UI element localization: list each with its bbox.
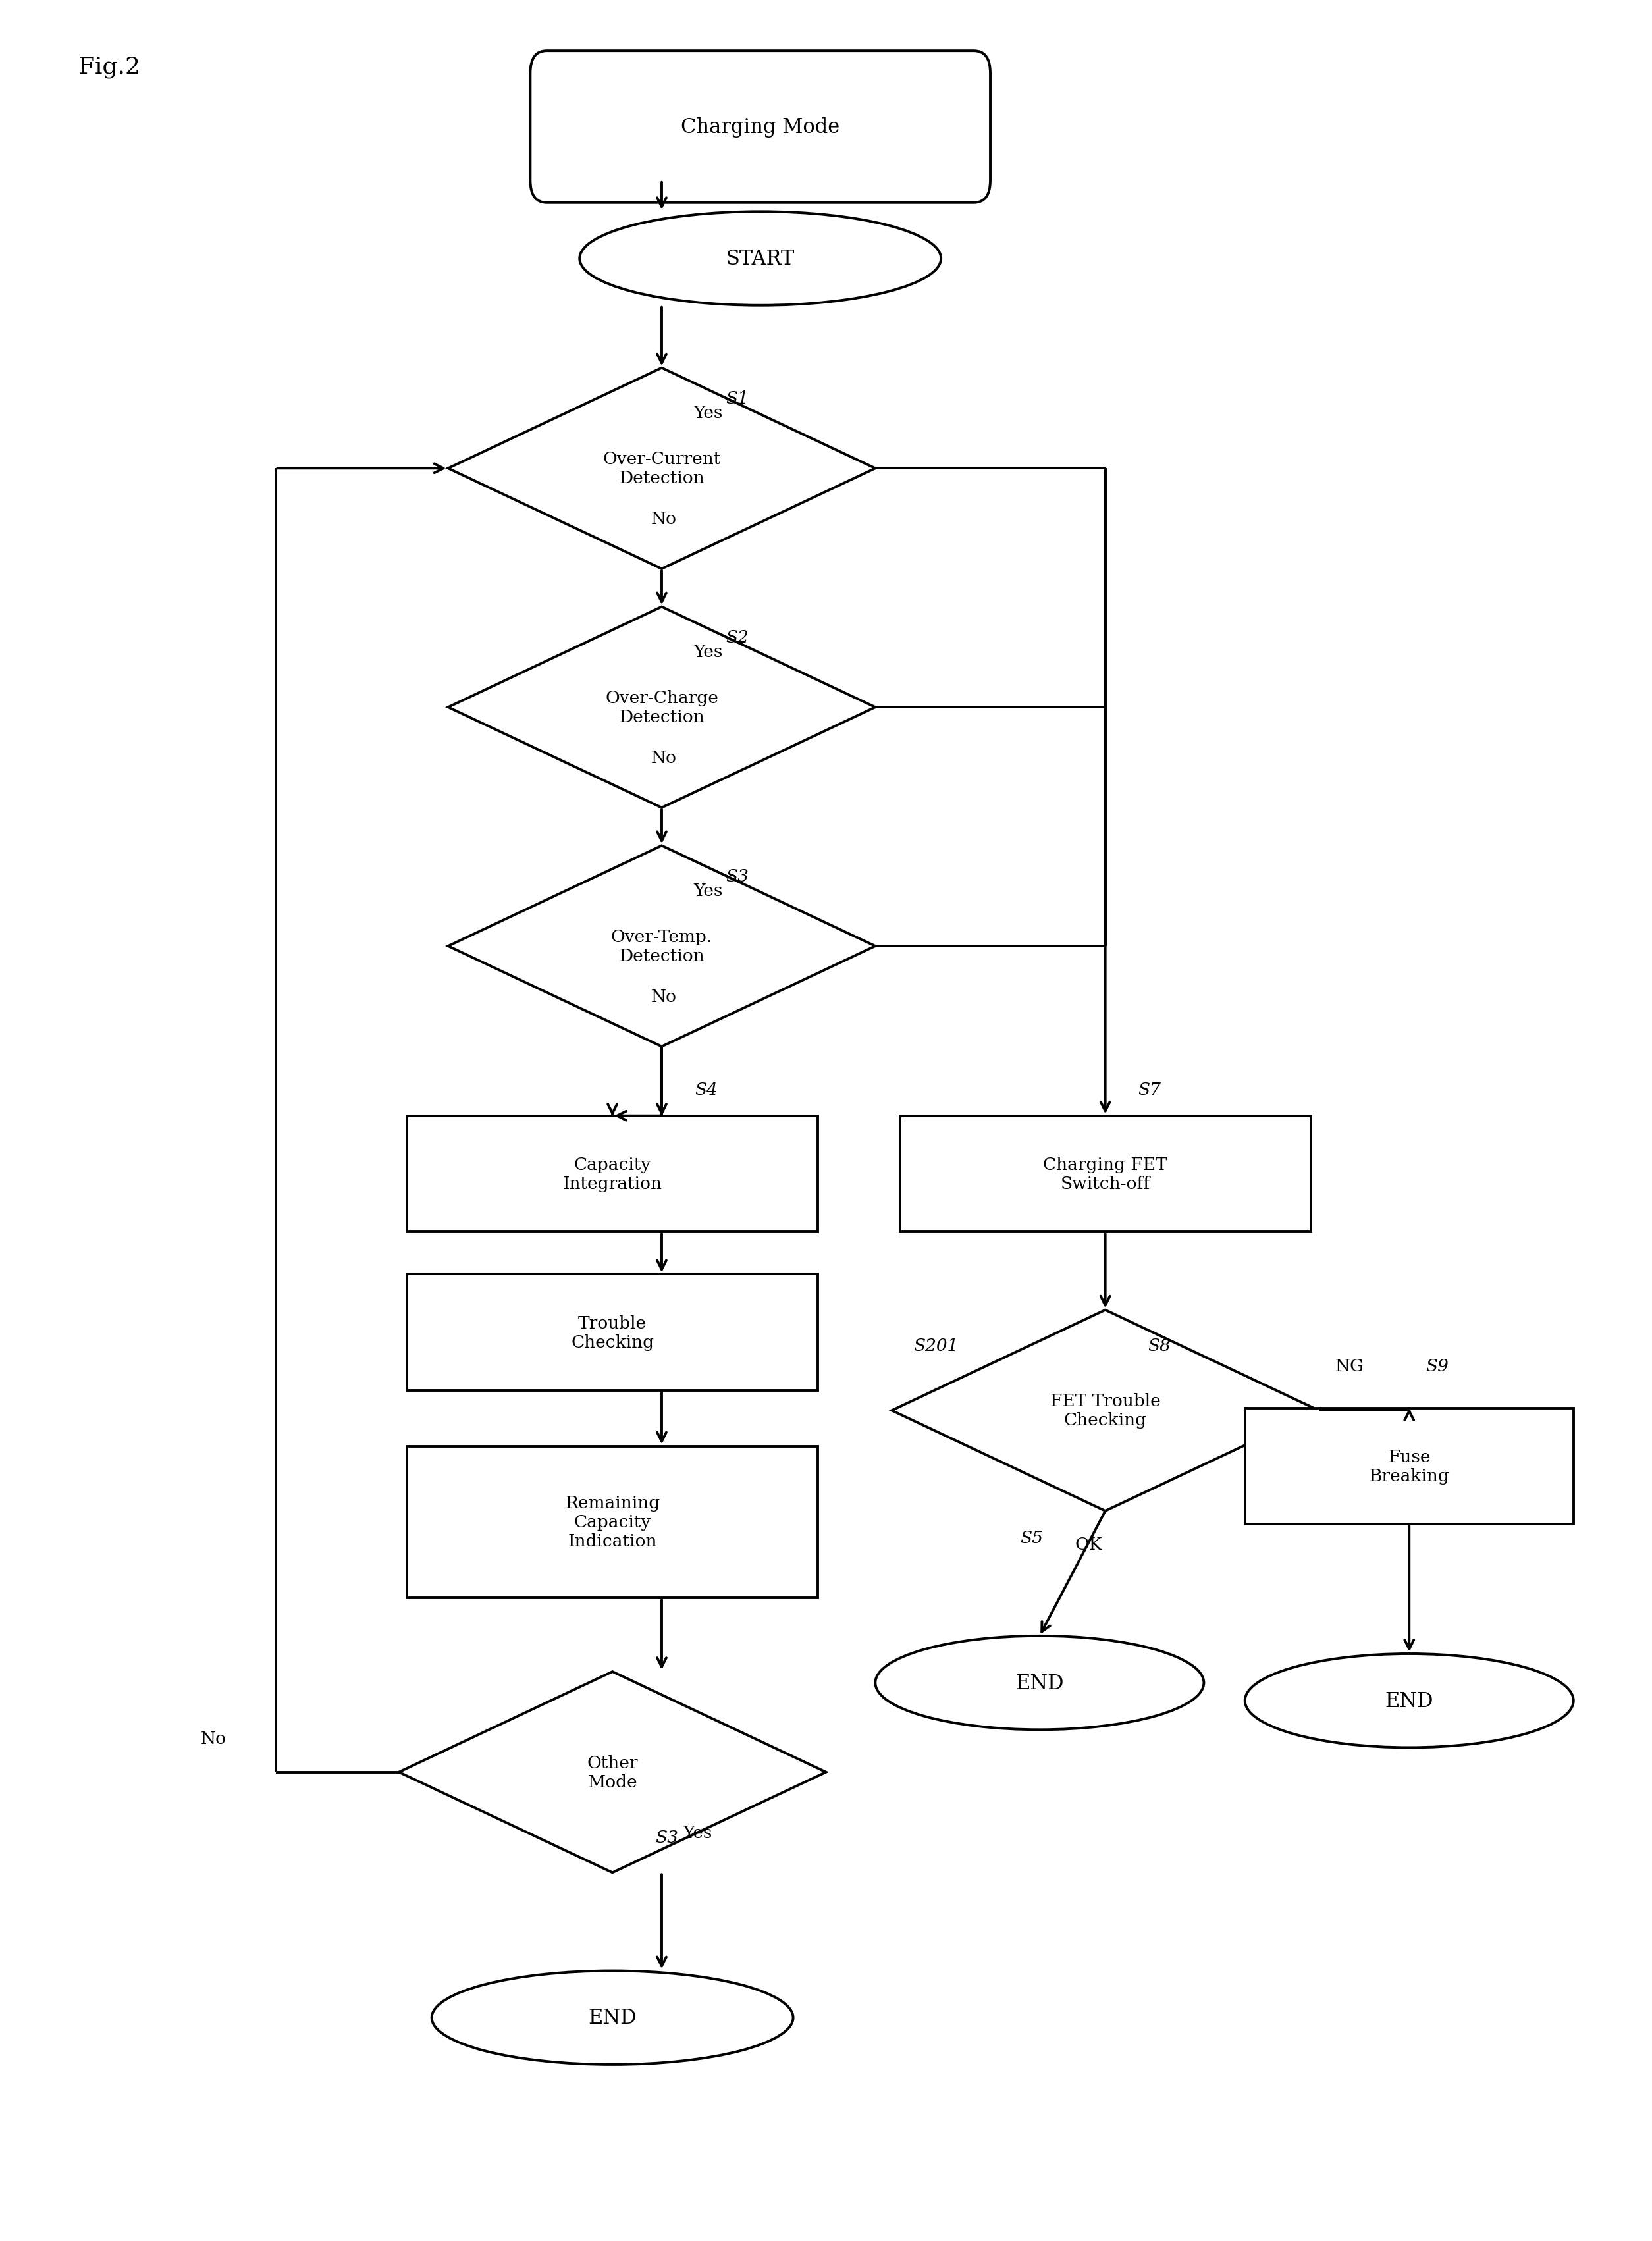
Ellipse shape: [1246, 1654, 1573, 1748]
Text: Yes: Yes: [694, 406, 724, 421]
Text: S5: S5: [1019, 1531, 1042, 1546]
Polygon shape: [892, 1311, 1318, 1510]
Text: FET Trouble
Checking: FET Trouble Checking: [1051, 1394, 1160, 1428]
FancyBboxPatch shape: [900, 1116, 1310, 1233]
Text: Other
Mode: Other Mode: [586, 1755, 638, 1791]
Text: S7: S7: [1138, 1080, 1161, 1098]
FancyBboxPatch shape: [406, 1275, 818, 1392]
Text: END: END: [1016, 1672, 1064, 1694]
Text: Yes: Yes: [694, 883, 724, 899]
Text: S1: S1: [725, 390, 748, 406]
Text: Remaining
Capacity
Indication: Remaining Capacity Indication: [565, 1495, 659, 1549]
Text: No: No: [651, 988, 677, 1004]
Text: No: No: [651, 511, 677, 527]
Text: END: END: [588, 2008, 636, 2028]
Text: Over-Current
Detection: Over-Current Detection: [603, 450, 720, 486]
Text: NG: NG: [1335, 1358, 1365, 1374]
Ellipse shape: [580, 213, 942, 305]
Text: Over-Temp.
Detection: Over-Temp. Detection: [611, 928, 712, 964]
Text: Over-Charge
Detection: Over-Charge Detection: [605, 690, 719, 726]
FancyBboxPatch shape: [1246, 1407, 1573, 1524]
Text: OK: OK: [1075, 1537, 1102, 1553]
Text: Fuse
Breaking: Fuse Breaking: [1370, 1448, 1449, 1484]
Text: S2: S2: [725, 630, 748, 645]
Text: END: END: [1384, 1690, 1434, 1710]
FancyBboxPatch shape: [406, 1116, 818, 1233]
Text: Trouble
Checking: Trouble Checking: [572, 1315, 654, 1351]
Ellipse shape: [876, 1636, 1204, 1730]
FancyBboxPatch shape: [406, 1445, 818, 1598]
Polygon shape: [448, 368, 876, 569]
Text: Yes: Yes: [694, 643, 724, 661]
Polygon shape: [448, 847, 876, 1047]
Text: No: No: [651, 748, 677, 766]
Text: No: No: [200, 1730, 226, 1748]
Text: S4: S4: [694, 1080, 717, 1098]
Text: Fig.2: Fig.2: [79, 56, 140, 78]
Text: S201: S201: [914, 1338, 958, 1354]
Text: START: START: [725, 249, 795, 269]
Text: S9: S9: [1426, 1358, 1449, 1374]
Ellipse shape: [431, 1970, 793, 2064]
Polygon shape: [398, 1672, 826, 1873]
Text: S8: S8: [1148, 1338, 1171, 1354]
Text: Charging FET
Switch-off: Charging FET Switch-off: [1042, 1156, 1168, 1192]
Text: S3: S3: [656, 1829, 677, 1847]
FancyBboxPatch shape: [530, 52, 990, 204]
Text: Capacity
Integration: Capacity Integration: [563, 1156, 662, 1192]
Polygon shape: [448, 607, 876, 809]
Text: Yes: Yes: [682, 1824, 712, 1840]
Text: S3: S3: [725, 867, 748, 885]
Text: Charging Mode: Charging Mode: [681, 117, 839, 137]
